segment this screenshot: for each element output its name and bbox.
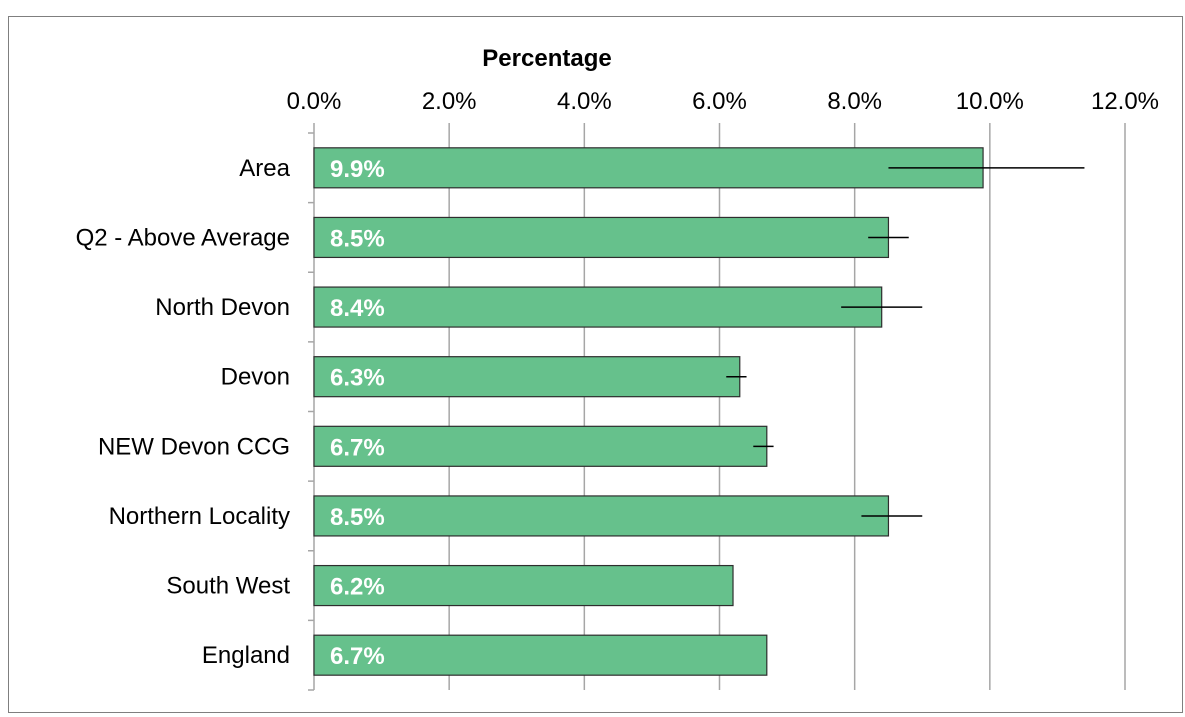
gridlines: [448, 133, 1126, 690]
value-label: 6.7%: [330, 643, 385, 670]
bar: [313, 356, 741, 398]
bar: [313, 216, 890, 259]
bars: [313, 147, 984, 676]
x-tick-label: 0.0%: [287, 88, 342, 115]
value-labels: 9.9% 8.5% 8.4% 6.3% 6.7% 8.5% 6.2% 6.7%: [330, 156, 385, 670]
category-label: Devon: [221, 364, 290, 391]
x-tick-label: 12.0%: [1091, 88, 1159, 115]
value-label: 8.4%: [330, 295, 385, 322]
category-label: Northern Locality: [109, 503, 290, 530]
category-label: South West: [166, 573, 290, 600]
category-label: Q2 - Above Average: [76, 224, 290, 251]
bar: [313, 564, 734, 607]
bar: [313, 286, 883, 328]
value-label: 9.9%: [330, 156, 385, 183]
bar: [313, 495, 890, 537]
value-label: 6.2%: [330, 574, 385, 601]
x-tick-label: 2.0%: [422, 88, 477, 115]
bar: [313, 634, 768, 676]
category-label: North Devon: [155, 294, 290, 321]
value-label: 8.5%: [330, 225, 385, 252]
x-axis-title: Percentage: [482, 45, 611, 72]
error-bars: [726, 167, 1085, 517]
value-label: 6.3%: [330, 365, 385, 392]
category-label: NEW Devon CCG: [98, 433, 290, 460]
x-tick-label: 6.0%: [692, 88, 747, 115]
category-label: Area: [239, 155, 290, 182]
bar: [313, 147, 984, 189]
x-tick-label: 10.0%: [956, 88, 1024, 115]
x-axis-ticks: 0.0% 2.0% 4.0% 6.0% 8.0% 10.0% 12.0%: [287, 88, 1159, 691]
category-labels: Area Q2 - Above Average North Devon Devon NE…: [76, 155, 291, 669]
value-label: 8.5%: [330, 504, 385, 531]
x-tick-label: 4.0%: [557, 88, 612, 115]
category-label: England: [202, 642, 290, 669]
value-label: 6.7%: [330, 434, 385, 461]
x-tick-label: 8.0%: [827, 88, 882, 115]
